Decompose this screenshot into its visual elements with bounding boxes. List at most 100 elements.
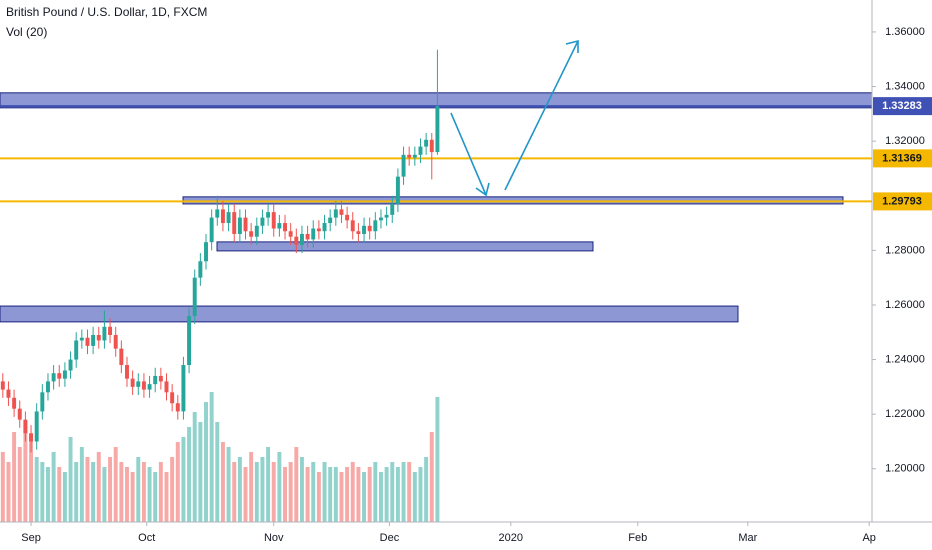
candle-body [0,381,5,390]
candle-body [395,176,400,204]
volume-bar [390,462,395,522]
candle-body [367,225,372,232]
volume-bar [113,447,118,522]
zone [0,305,739,323]
volume-bar [108,457,113,522]
y-tick-label: 1.28000 [885,244,925,256]
volume-bar [45,467,50,522]
candle-body [316,228,321,232]
candle-body [45,381,50,393]
candle-body [119,348,124,366]
candle-body [141,381,146,390]
volume-bar [198,422,203,522]
candle-body [288,231,293,237]
candle-body [373,220,378,232]
volume-bar [412,472,417,522]
candle-body [328,217,333,224]
candle-body [192,277,197,316]
candle-body [299,233,304,245]
volume-bar [6,462,11,522]
candle-body [384,214,389,218]
volume-bar [170,457,175,522]
arrow-up [504,40,579,191]
volume-bar [204,402,208,522]
candle-body [181,365,186,412]
volume-bar [350,462,355,522]
candle-layer [0,49,440,453]
volume-bar [260,457,265,522]
level-label: 1.31369 [882,152,922,164]
volume-bar [305,467,310,522]
candle-body [158,375,163,382]
volume-bar [74,462,79,522]
candle-body [6,389,11,398]
candle-body [350,220,355,232]
candle-body [102,326,107,341]
arrow-down [450,112,487,196]
volume-bar [283,467,287,522]
candle-body [170,392,175,404]
candle-body [96,334,101,341]
candle-body [51,373,56,382]
volume-bar [243,467,248,522]
volume-bar [68,437,73,522]
candle-body [187,315,192,366]
candle-body [62,370,67,379]
candle-body [260,217,265,226]
volume-bar [328,467,333,522]
volume-bar [187,427,192,522]
candle-body [362,225,367,234]
candle-body [209,217,214,243]
volume-bar [130,472,135,522]
volume-bar [407,462,412,522]
candle-body [339,209,344,215]
y-tick-label: 1.36000 [885,26,925,38]
candle-body [305,233,310,240]
volume-bar [23,422,28,522]
volume-bar [294,447,299,522]
candle-body [412,154,417,158]
candle-body [322,223,327,232]
volume-bar [362,472,367,522]
candle-body [424,139,429,147]
candle-body [333,209,338,218]
volume-bar [209,392,214,522]
y-tick-label: 1.24000 [885,353,925,365]
volume-bar [175,442,180,522]
volume-bar [424,457,429,522]
volume-bar [34,457,39,522]
candle-body [271,212,276,229]
zone [216,241,594,252]
volume-layer [0,392,440,522]
volume-bar [141,462,146,522]
candle-body [130,378,135,387]
candle-body [345,214,350,221]
y-tick-label: 1.20000 [885,463,925,475]
x-tick-label: Oct [138,532,155,544]
arrow-head [565,39,579,53]
candle-body [29,433,34,442]
candle-body [356,231,361,234]
candle-body [311,228,316,240]
volume-bar [356,467,361,522]
volume-bar [164,472,169,522]
volume-bar [339,472,344,522]
volume-bar [299,457,304,522]
candle-body [40,392,45,412]
volume-bar [79,447,84,522]
candle-body [401,154,406,177]
volume-bar [0,452,5,522]
candle-body [215,209,220,218]
volume-bar [271,462,276,522]
candle-body [57,373,62,379]
candle-body [232,212,237,234]
candle-body [74,340,79,360]
candle-body [79,337,84,341]
volume-bar [147,467,152,522]
volume-bar [17,447,22,522]
candle-body [175,403,180,412]
volume-bar [232,462,237,522]
candle-body [91,334,96,346]
candle-body [429,139,434,153]
